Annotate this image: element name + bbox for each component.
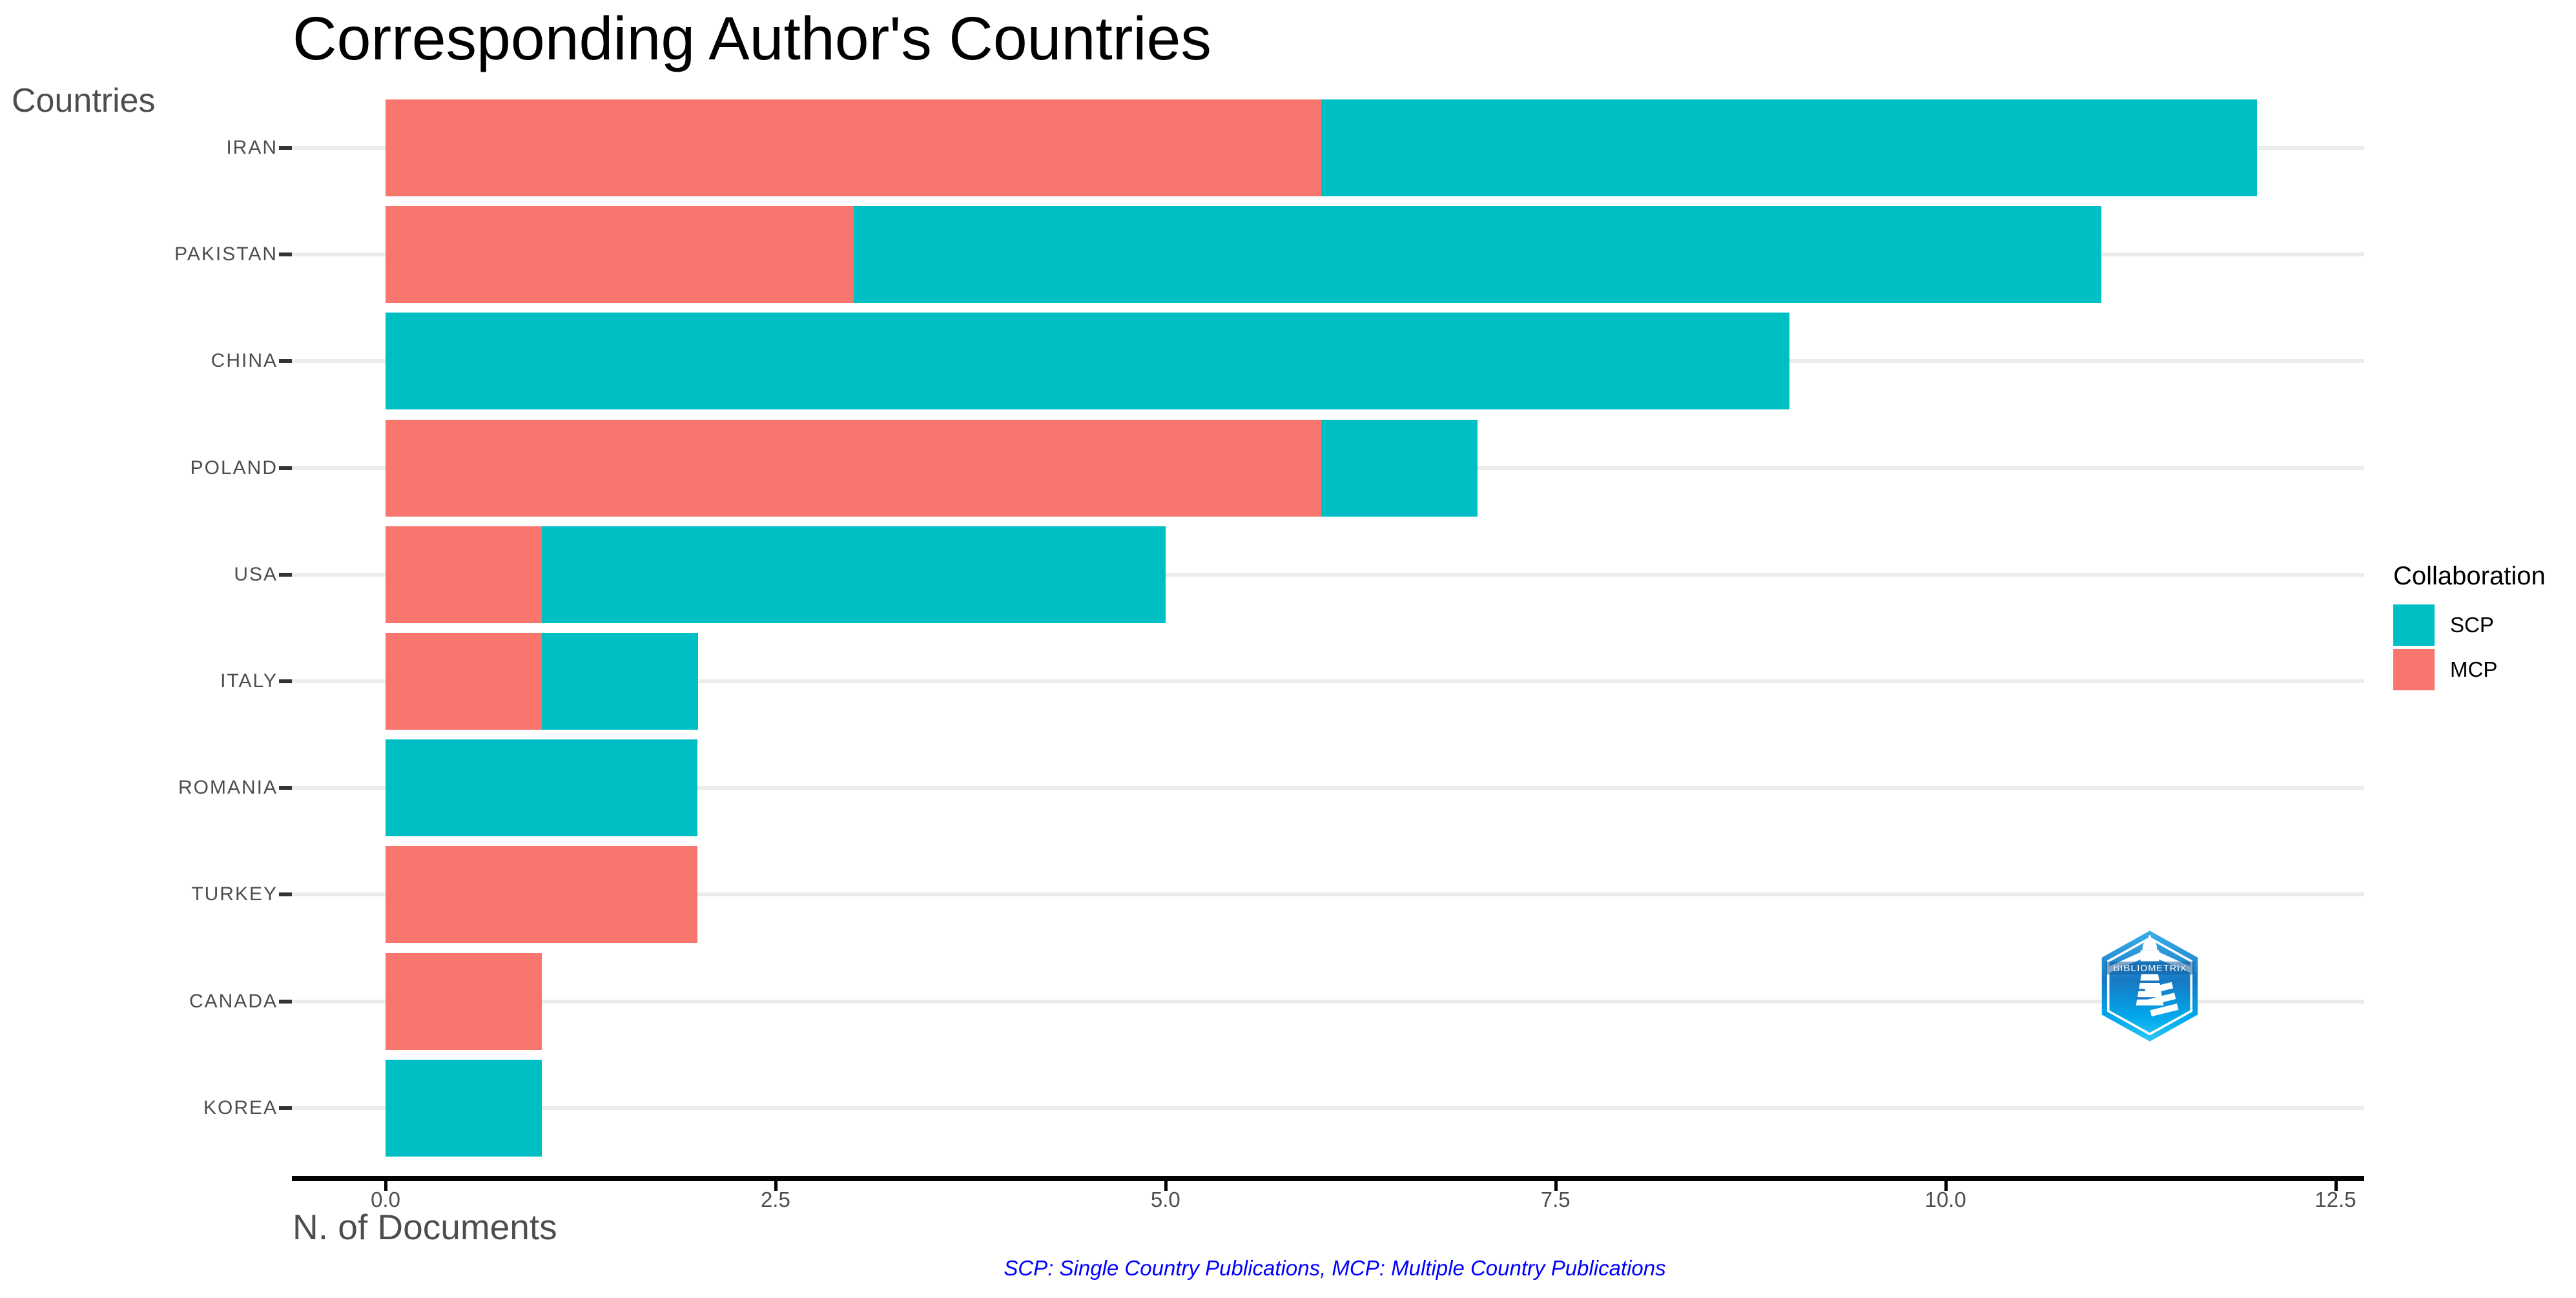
bar-scp-korea [386,1059,542,1157]
y-tick-iran [279,146,292,150]
y-axis-title: Countries [12,82,156,119]
bar-mcp-italy [386,633,542,730]
chart-title: Corresponding Author's Countries [293,5,1211,73]
y-tick-italy [279,679,292,683]
y-axis-label-poland: POLAND [190,457,278,479]
gridline-usa [292,572,2364,577]
legend-swatch-scp [2393,604,2435,646]
x-axis-line [292,1176,2364,1181]
y-tick-romania [279,786,292,790]
legend-swatch-mcp [2393,649,2435,690]
bar-mcp-pakistan [386,206,854,304]
x-tick-label-5.0: 5.0 [1150,1188,1180,1211]
bar-mcp-poland [386,419,1321,517]
logo-lighthouse: BIBLIOMETRIX [2105,935,2194,1017]
y-axis-label-china: CHINA [211,350,278,372]
y-tick-poland [279,466,292,470]
logo-text: BIBLIOMETRIX [2113,963,2187,974]
logo-three-stripes [2145,982,2179,1017]
y-tick-canada [279,999,292,1004]
bar-scp-italy [542,633,698,730]
y-tick-turkey [279,892,292,897]
y-axis-label-usa: USA [234,563,278,585]
gridline-italy [292,679,2364,683]
y-tick-china [279,359,292,364]
bibliometrix-logo: BIBLIOMETRIX [2101,931,2198,1042]
x-tick-label-0.0: 0.0 [371,1188,400,1211]
x-tick-label-10.0: 10.0 [1924,1188,1966,1211]
x-axis-title: N. of Documents [293,1207,557,1247]
x-tick-2.5 [774,1181,778,1191]
y-axis-label-iran: IRAN [226,137,278,158]
x-tick-0.0 [384,1181,387,1191]
bar-scp-china [386,313,1789,410]
gridline-canada [292,999,2364,1004]
gridline-korea [292,1106,2364,1110]
bar-mcp-usa [386,526,542,623]
bar-mcp-canada [386,953,542,1050]
bar-scp-usa [542,526,1166,623]
y-axis-label-canada: CANADA [189,990,278,1012]
x-tick-7.5 [1554,1181,1558,1191]
y-axis-label-romania: ROMANIA [178,777,278,799]
bar-scp-pakistan [854,206,2101,304]
caption-scp-mcp: SCP: Single Country Publications, MCP: M… [1004,1256,1666,1280]
y-tick-korea [279,1106,292,1110]
y-tick-pakistan [279,252,292,257]
y-axis-label-italy: ITALY [220,670,278,692]
x-tick-12.5 [2334,1181,2338,1191]
y-tick-usa [279,572,292,577]
x-tick-10.0 [1944,1181,1948,1191]
gridline-romania [292,786,2364,790]
legend-label-mcp: MCP [2450,657,2498,681]
x-tick-label-7.5: 7.5 [1540,1188,1571,1211]
bar-scp-romania [386,739,697,837]
legend-title: Collaboration [2393,562,2546,590]
bar-mcp-iran [386,99,1321,196]
x-tick-label-12.5: 12.5 [2314,1188,2356,1211]
y-axis-label-pakistan: PAKISTAN [174,243,278,265]
x-tick-label-2.5: 2.5 [760,1188,790,1211]
bar-mcp-turkey [386,846,697,943]
y-axis-label-korea: KOREA [203,1097,278,1118]
bar-scp-poland [1321,419,1478,517]
legend-label-scp: SCP [2450,613,2494,637]
y-axis-label-turkey: TURKEY [191,883,278,905]
bar-scp-iran [1321,99,2257,196]
gridline-turkey [292,892,2364,897]
x-tick-5.0 [1164,1181,1168,1191]
